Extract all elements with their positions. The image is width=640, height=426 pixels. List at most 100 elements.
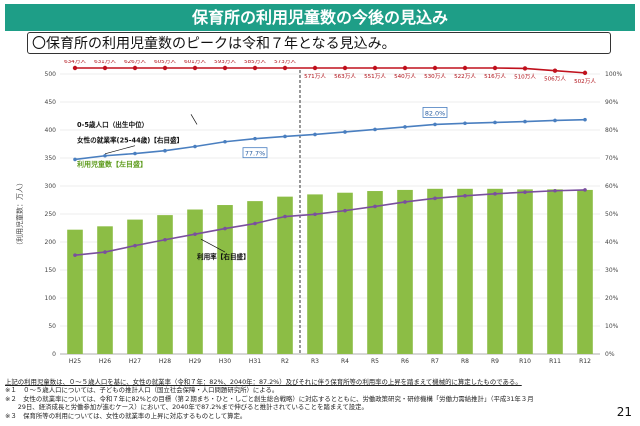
usage-rate-point (553, 188, 557, 193)
y-tick-right: 40% (605, 239, 619, 246)
employment-point (373, 127, 377, 132)
usage-rate-point (493, 192, 497, 196)
y-tick-right: 100% (605, 71, 622, 78)
usage-rate-pointer (200, 238, 226, 253)
population-point (282, 65, 288, 71)
x-tick-label: R6 (401, 358, 409, 364)
chart-container: 0 50 100 150 200 250 300 350 400 450 500 0% 10% 20% 30… (4, 58, 636, 365)
y-tick-right: 70% (605, 155, 619, 162)
bar (487, 188, 503, 354)
usage-rate-point (463, 194, 467, 198)
y-tick-right: 20% (605, 295, 619, 302)
population-point (582, 70, 588, 76)
population-point (372, 65, 378, 71)
employment-point (403, 125, 407, 129)
y-tick-left: 50 (48, 323, 56, 330)
x-tick-label: R12 (579, 358, 591, 364)
bar (577, 189, 593, 354)
population-data-label: 506万人 (544, 76, 566, 83)
employment-point (493, 120, 497, 125)
bar (277, 196, 293, 354)
population-data-label: 573万人 (274, 60, 296, 65)
population-data-label: 634万人 (64, 60, 86, 65)
employment-pointer (104, 145, 136, 155)
page-number: 21 (616, 405, 632, 419)
population-data-label: 593万人 (214, 60, 236, 65)
x-tick-label: R5 (371, 358, 379, 364)
population-data-label: 605万人 (154, 60, 176, 65)
y-tick-right: 50% (605, 211, 619, 218)
employment-point (313, 132, 317, 137)
usage-rate-point (583, 188, 587, 192)
bar (517, 189, 533, 354)
bar (217, 205, 233, 354)
employment-r7-callout-box (422, 107, 448, 118)
y-axis-label-left: （利用児童数：万人） (15, 179, 24, 249)
summary-box: 〇保育所の利用児童数のピークは令和７年となる見込み。 (27, 32, 611, 54)
bar (307, 194, 323, 354)
y-tick-left: 0 (52, 351, 56, 358)
usage-rate-point (523, 190, 527, 194)
employment-point (73, 157, 77, 162)
population-point (102, 65, 108, 71)
population-data-label: 585万人 (244, 60, 266, 65)
bar (127, 219, 143, 354)
bar (367, 191, 383, 354)
population-point (312, 65, 318, 71)
employment-point (163, 148, 167, 153)
x-tick-label: H31 (249, 358, 261, 364)
employment-point (193, 144, 197, 149)
population-data-label: 601万人 (184, 60, 206, 65)
y-tick-left: 350 (45, 155, 57, 162)
employment-point (253, 136, 257, 141)
population-point (222, 65, 228, 71)
x-tick-label: H28 (159, 358, 171, 364)
x-tick-label: H29 (189, 358, 201, 364)
series-line (75, 67, 586, 74)
footnote-intro: 上記の利用児童数は、０～５歳人口を基に、女性の就業率（令和７年：82%、2040… (5, 378, 522, 386)
bar (547, 189, 563, 354)
population-data-label: 530万人 (424, 73, 446, 80)
employment-point (523, 119, 527, 124)
usage-rate-point (313, 212, 317, 217)
x-tick-label: R9 (491, 358, 499, 364)
footnote-3: ※３ 保育所等の利用については、女性の就業率の上昇に対応するものとして算定。 (5, 411, 247, 420)
population-point (72, 65, 78, 71)
usage-rate-point (343, 208, 347, 213)
y-tick-right: 60% (605, 183, 619, 190)
y-tick-left: 400 (45, 127, 57, 134)
series-line (74, 189, 586, 256)
y-tick-right: 80% (605, 127, 619, 134)
bar (427, 188, 443, 354)
x-tick-label: R10 (519, 358, 531, 364)
bar-series-label: 利用児童数【左目盛】 (77, 159, 147, 168)
y-tick-left: 150 (45, 267, 57, 274)
population-data-label: 516万人 (484, 73, 506, 80)
usage-rate-point (373, 204, 377, 209)
employment-point (463, 121, 467, 126)
population-point (252, 65, 258, 71)
y-tick-left: 250 (45, 211, 57, 218)
usage-rate-point (103, 250, 107, 254)
usage-rate-point (433, 196, 437, 201)
population-point (492, 65, 498, 71)
bar (247, 201, 263, 354)
population-data-label: 626万人 (124, 60, 146, 65)
y-tick-left: 500 (45, 71, 57, 78)
population-point (432, 65, 438, 71)
bar (97, 226, 113, 354)
population-data-label: 563万人 (334, 73, 356, 80)
combo-chart: 0 50 100 150 200 250 300 350 400 450 500 0% 10% 20% 30… (15, 58, 622, 365)
usage-rate-point (193, 232, 197, 236)
employment-point (103, 153, 107, 158)
y-tick-left: 300 (45, 183, 57, 190)
y-tick-left: 100 (45, 295, 57, 302)
population-data-label: 631万人 (94, 60, 116, 65)
bar (67, 229, 83, 354)
population-point (192, 65, 198, 71)
population-data-label: 502万人 (574, 78, 596, 85)
y-tick-left: 450 (45, 99, 57, 106)
population-point (462, 65, 468, 71)
employment-series-label: 女性の就業率(25-44歳)【右目盛】 (77, 135, 183, 144)
y-tick-left: 200 (45, 239, 57, 246)
